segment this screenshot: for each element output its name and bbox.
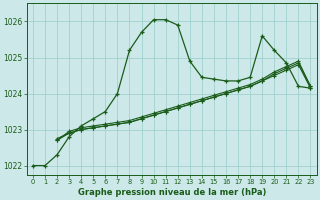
X-axis label: Graphe pression niveau de la mer (hPa): Graphe pression niveau de la mer (hPa) [77, 188, 266, 197]
